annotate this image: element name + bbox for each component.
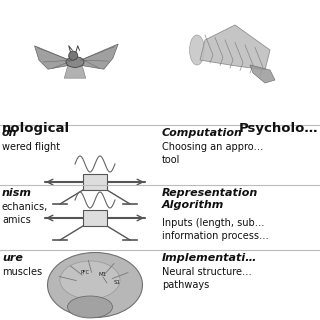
Polygon shape <box>64 66 86 78</box>
Text: S1: S1 <box>114 281 121 285</box>
Text: M1: M1 <box>99 273 107 277</box>
Text: Psycholo…: Psycholo… <box>238 122 318 135</box>
FancyBboxPatch shape <box>83 210 107 226</box>
Text: wered flight: wered flight <box>2 142 60 152</box>
Ellipse shape <box>60 261 120 299</box>
Ellipse shape <box>189 35 204 65</box>
Ellipse shape <box>68 296 113 318</box>
Text: nism: nism <box>2 188 32 198</box>
Text: muscles: muscles <box>2 267 42 277</box>
Text: ure: ure <box>2 253 23 263</box>
Ellipse shape <box>47 252 142 317</box>
Text: Implementati…: Implementati… <box>162 253 257 263</box>
Polygon shape <box>250 65 275 83</box>
Text: on: on <box>2 128 18 138</box>
Text: Neural structure…
pathways: Neural structure… pathways <box>162 267 252 290</box>
Ellipse shape <box>69 51 78 60</box>
Text: Inputs (length, sub…
information process…: Inputs (length, sub… information process… <box>162 218 269 241</box>
Text: PFC: PFC <box>81 270 90 276</box>
Polygon shape <box>35 46 70 69</box>
Text: Computation: Computation <box>162 128 243 138</box>
Text: Representation
Algorithm: Representation Algorithm <box>162 188 258 211</box>
Polygon shape <box>200 25 270 70</box>
Text: echanics,
amics: echanics, amics <box>2 202 48 225</box>
Text: nological: nological <box>2 122 70 135</box>
Polygon shape <box>80 44 118 69</box>
FancyBboxPatch shape <box>83 174 107 190</box>
Ellipse shape <box>66 57 84 68</box>
Text: Choosing an appro…
tool: Choosing an appro… tool <box>162 142 263 165</box>
